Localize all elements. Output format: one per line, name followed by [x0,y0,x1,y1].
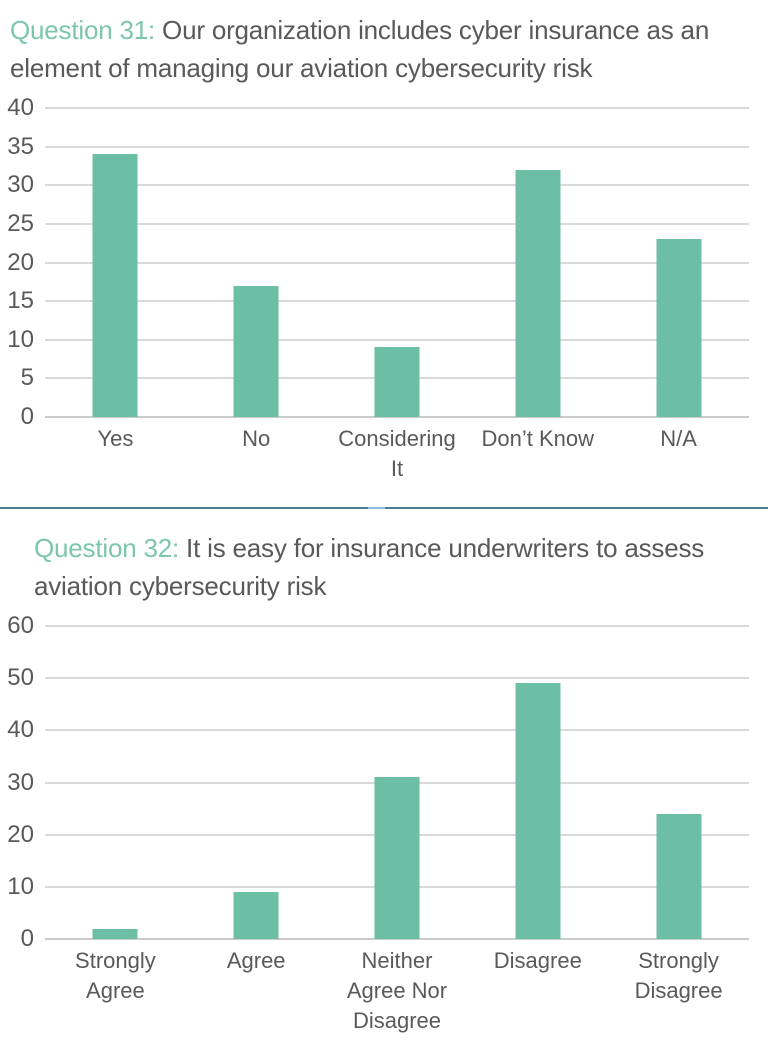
bar-columns [45,626,749,939]
chart-q32-title: Question 32: It is easy for insurance un… [34,529,744,605]
y-tick-label-30: 30 [7,171,34,199]
gridline-y35 [45,145,749,148]
chart-q32-title-text: It is easy for insurance underwriters to… [34,533,705,601]
bar-column [467,108,608,417]
gridline-y10 [45,338,749,341]
gridline-y0 [45,938,749,940]
y-tick-label-20: 20 [7,820,34,848]
y-tick-label-10: 10 [7,872,34,900]
chart-q31-x-axis: Yes No Considering It Don’t Know N/A [45,424,749,484]
bar-disagree [515,683,561,939]
chart-q31-plot [45,107,749,418]
bar-strongly-agree [92,928,138,939]
y-tick-label-50: 50 [7,664,34,692]
bar-column [327,626,468,939]
y-tick-label-30: 30 [7,768,34,796]
y-tick-label-40: 40 [7,94,34,121]
bar-column [186,108,327,417]
bar-column [45,626,186,939]
bar-neither-agree-nor-disagree [374,777,420,939]
bar-column [608,108,749,417]
chart-q31-y-axis: 0 5 10 15 20 25 30 35 40 [0,96,40,429]
y-tick-label-10: 10 [7,325,34,353]
chart-q31-title-text: Our organization includes cyber insuranc… [10,15,710,83]
gridline-y40 [45,107,749,109]
gridline-y50 [45,677,749,680]
x-label-don-t-know: Don’t Know [481,426,595,451]
gridline-y15 [45,300,749,303]
x-label-neither-agree-nor-disagree: Neither Agree Nor Disagree [346,948,448,1033]
bar-columns [45,108,749,417]
y-tick-label-35: 35 [7,132,34,160]
chart-q32-y-axis: 0 10 20 30 40 50 60 [0,614,40,951]
x-label-strongly-agree: Strongly Agree [75,948,156,1003]
y-tick-label-25: 25 [7,209,34,237]
chart-q32-plot [45,625,749,940]
chart-q31-title-prefix: Question 31: [10,15,156,45]
divider-highlight-segment [368,507,385,509]
bar-considering-it [374,347,420,417]
gridline-y0 [45,416,749,418]
y-tick-label-0: 0 [20,925,34,952]
y-tick-label-20: 20 [7,248,34,276]
y-tick-label-5: 5 [20,364,34,392]
y-tick-label-0: 0 [20,403,34,430]
y-tick-label-60: 60 [7,612,34,639]
gridline-y25 [45,222,749,225]
x-label-yes: Yes [97,426,134,451]
gridline-y30 [45,184,749,187]
x-label-n-a: N/A [660,426,697,451]
bar-column [608,626,749,939]
bar-column [327,108,468,417]
section-divider [0,507,768,509]
bar-yes [92,154,138,417]
bar-column [467,626,608,939]
bar-no [233,285,279,417]
y-tick-label-15: 15 [7,287,34,315]
gridline-y60 [45,625,749,627]
y-tick-label-40: 40 [7,716,34,744]
x-label-no: No [242,426,271,451]
bar-column [186,626,327,939]
chart-q32-title-prefix: Question 32: [34,533,180,563]
x-label-agree: Agree [226,948,286,973]
bar-strongly-disagree [656,813,702,939]
chart-q31-title: Question 31: Our organization includes c… [10,11,750,87]
x-label-considering-it: Considering It [338,426,456,481]
bar-don-t-know [515,169,561,417]
gridline-y40 [45,729,749,732]
x-label-strongly-disagree: Strongly Disagree [634,948,723,1003]
x-label-disagree: Disagree [493,948,582,973]
bar-agree [233,892,279,939]
chart-q32-x-axis: Strongly Agree Agree Neither Agree Nor Dis… [45,946,749,1036]
bar-column [45,108,186,417]
gridline-y20 [45,261,749,264]
bar-n-a [656,239,702,417]
